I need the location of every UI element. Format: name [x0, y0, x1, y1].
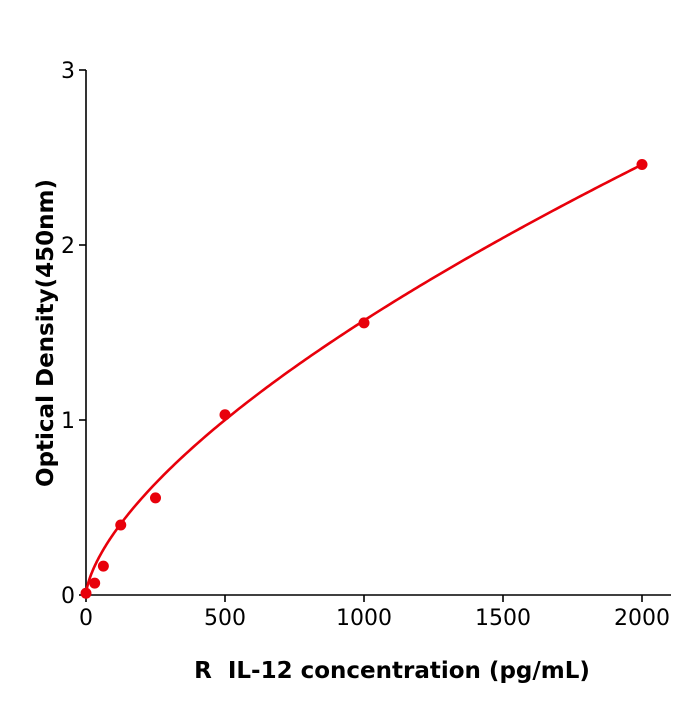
data-point — [150, 492, 161, 504]
y-tick-label: 3 — [61, 59, 75, 84]
fit-curve — [84, 163, 643, 596]
data-points — [80, 159, 648, 599]
axes — [85, 70, 671, 596]
x-axis-label: R IL-12 concentration (pg/mL) — [194, 658, 590, 684]
data-point — [358, 317, 370, 329]
x-tick-label: 1000 — [336, 606, 392, 631]
y-tick-label: 1 — [61, 409, 75, 434]
y-tick-label: 0 — [61, 584, 75, 609]
data-point — [219, 409, 231, 421]
x-tick-label: 1500 — [475, 606, 531, 631]
x-tick-label: 2000 — [614, 606, 670, 631]
x-tick-label: 0 — [79, 606, 93, 631]
data-point — [89, 577, 101, 589]
data-point — [80, 587, 92, 599]
data-point — [636, 159, 648, 170]
data-point — [97, 560, 109, 572]
x-ticks: 0 500 1000 1500 2000 — [79, 595, 670, 631]
x-tick-label: 500 — [204, 606, 246, 631]
data-point — [115, 519, 127, 531]
y-ticks: 0 1 2 3 — [61, 59, 86, 609]
y-axis-label: Optical Density(450nm) — [33, 179, 59, 487]
y-tick-label: 2 — [61, 234, 75, 259]
